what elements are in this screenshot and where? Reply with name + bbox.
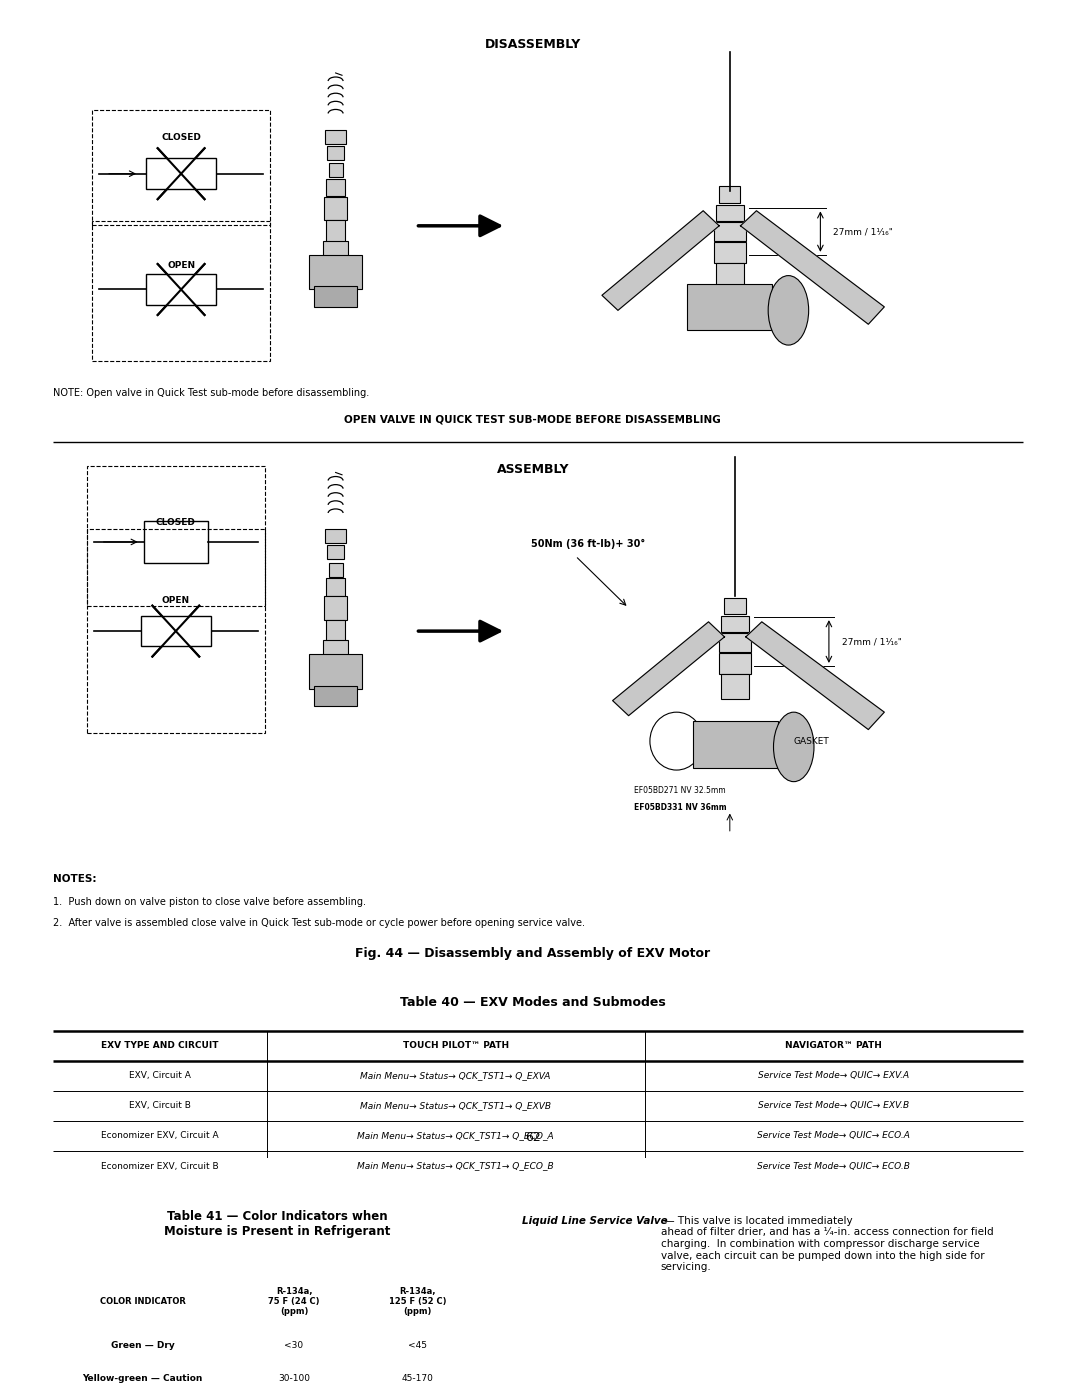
Text: COLOR INDICATOR: COLOR INDICATOR [99,1296,186,1306]
Bar [714,222,746,240]
Text: EXV, Circuit A: EXV, Circuit A [129,1071,191,1080]
Text: 62: 62 [525,1130,541,1144]
Text: Service Test Mode→ QUIC→ EXV.B: Service Test Mode→ QUIC→ EXV.B [758,1101,909,1111]
Bar [716,205,744,221]
Bar [328,163,342,177]
Text: Main Menu→ Status→ QCK_TST1→ Q_ECO_A: Main Menu→ Status→ QCK_TST1→ Q_ECO_A [357,1132,554,1140]
Bar [326,619,346,643]
Bar [326,578,346,595]
Bar [92,221,270,360]
Text: Economizer EXV, Circuit B: Economizer EXV, Circuit B [102,1162,219,1171]
Polygon shape [741,211,885,324]
Text: Service Test Mode→ QUIC→ EXV.A: Service Test Mode→ QUIC→ EXV.A [758,1071,909,1080]
Text: Fig. 44 — Disassembly and Assembly of EXV Motor: Fig. 44 — Disassembly and Assembly of EX… [355,947,711,960]
Bar [327,145,345,159]
Bar [325,130,347,144]
Bar [692,721,778,768]
Polygon shape [602,211,719,310]
Text: 50Nm (36 ft-lb)+ 30°: 50Nm (36 ft-lb)+ 30° [530,539,645,549]
Text: ASSEMBLY: ASSEMBLY [497,464,569,476]
Bar [92,110,270,225]
Bar [725,598,746,613]
Text: Main Menu→ Status→ QCK_TST1→ Q_EXVA: Main Menu→ Status→ QCK_TST1→ Q_EXVA [361,1071,551,1080]
Bar [719,654,751,673]
Text: NOTE: Open valve in Quick Test sub-mode before disassembling.: NOTE: Open valve in Quick Test sub-mode … [53,388,369,398]
Polygon shape [612,622,725,715]
Text: Main Menu→ Status→ QCK_TST1→ Q_EXVB: Main Menu→ Status→ QCK_TST1→ Q_EXVB [360,1101,551,1111]
Text: Service Test Mode→ QUIC→ ECO.B: Service Test Mode→ QUIC→ ECO.B [757,1162,910,1171]
Text: Yellow-green — Caution: Yellow-green — Caution [82,1373,203,1383]
Text: CLOSED: CLOSED [161,134,201,142]
Ellipse shape [773,712,814,782]
Text: EF05BD271 NV 32.5mm: EF05BD271 NV 32.5mm [634,787,726,795]
Text: NAVIGATOR™ PATH: NAVIGATOR™ PATH [785,1041,882,1051]
Text: — This valve is located immediately
ahead of filter drier, and has a ¹⁄₄-in. acc: — This valve is located immediately ahea… [661,1215,994,1273]
Text: Service Test Mode→ QUIC→ ECO.A: Service Test Mode→ QUIC→ ECO.A [757,1132,910,1140]
Bar [325,529,347,543]
Text: 27mm / 1¹⁄₁₆": 27mm / 1¹⁄₁₆" [833,228,893,236]
Bar [326,219,346,243]
Text: R-134a,
75 F (24 C)
(ppm): R-134a, 75 F (24 C) (ppm) [268,1287,320,1316]
Bar [146,274,216,305]
Text: NOTES:: NOTES: [53,875,97,884]
Bar [86,465,265,606]
Bar [314,286,356,307]
Bar [687,284,772,330]
Text: R-134a,
125 F (52 C)
(ppm): R-134a, 125 F (52 C) (ppm) [389,1287,446,1316]
Text: OPEN: OPEN [162,597,190,605]
Bar [146,158,216,189]
Bar [314,686,356,707]
Bar [324,597,348,619]
Text: 1.  Push down on valve piston to close valve before assembling.: 1. Push down on valve piston to close va… [53,897,366,908]
Text: Main Menu→ Status→ QCK_TST1→ Q_ECO_B: Main Menu→ Status→ QCK_TST1→ Q_ECO_B [357,1162,554,1171]
Bar [327,545,345,559]
Bar [144,521,207,563]
Text: 30-100: 30-100 [278,1373,310,1383]
Bar [140,616,211,647]
Bar [328,563,342,577]
Text: 2.  After valve is assembled close valve in Quick Test sub-mode or cycle power b: 2. After valve is assembled close valve … [53,918,585,928]
Text: OPEN VALVE IN QUICK TEST SUB-MODE BEFORE DISASSEMBLING: OPEN VALVE IN QUICK TEST SUB-MODE BEFORE… [345,415,721,425]
Text: OPEN: OPEN [167,261,195,270]
Text: 27mm / 1¹⁄₁₆": 27mm / 1¹⁄₁₆" [841,637,902,645]
Text: EXV, Circuit B: EXV, Circuit B [129,1101,191,1111]
Bar [721,616,750,633]
Text: GASKET: GASKET [794,736,829,746]
Text: CLOSED: CLOSED [156,518,195,527]
Text: DISASSEMBLY: DISASSEMBLY [485,38,581,52]
Text: EF05BD331 NV 36mm: EF05BD331 NV 36mm [634,803,727,812]
Text: Liquid Line Service Valve: Liquid Line Service Valve [522,1215,667,1227]
Bar [714,242,746,263]
Text: Green — Dry: Green — Dry [111,1341,175,1350]
Bar [716,263,744,288]
Bar [323,240,349,268]
Bar [323,640,349,668]
Text: EXV TYPE AND CIRCUIT: EXV TYPE AND CIRCUIT [102,1041,218,1051]
Bar [721,673,750,700]
Text: 45-170: 45-170 [402,1373,433,1383]
Text: <45: <45 [408,1341,428,1350]
Bar [309,254,362,289]
Text: <30: <30 [284,1341,303,1350]
Text: Table 40 — EXV Modes and Submodes: Table 40 — EXV Modes and Submodes [400,996,665,1009]
Bar [719,633,751,652]
Text: Economizer EXV, Circuit A: Economizer EXV, Circuit A [102,1132,219,1140]
Text: TOUCH PILOT™ PATH: TOUCH PILOT™ PATH [403,1041,509,1051]
Ellipse shape [768,275,809,345]
Bar [324,197,348,219]
Text: Table 41 — Color Indicators when
Moisture is Present in Refrigerant: Table 41 — Color Indicators when Moistur… [164,1210,390,1238]
Bar [86,529,265,733]
Polygon shape [746,622,885,729]
Bar [326,179,346,197]
Bar [309,654,362,689]
Bar [719,186,741,203]
